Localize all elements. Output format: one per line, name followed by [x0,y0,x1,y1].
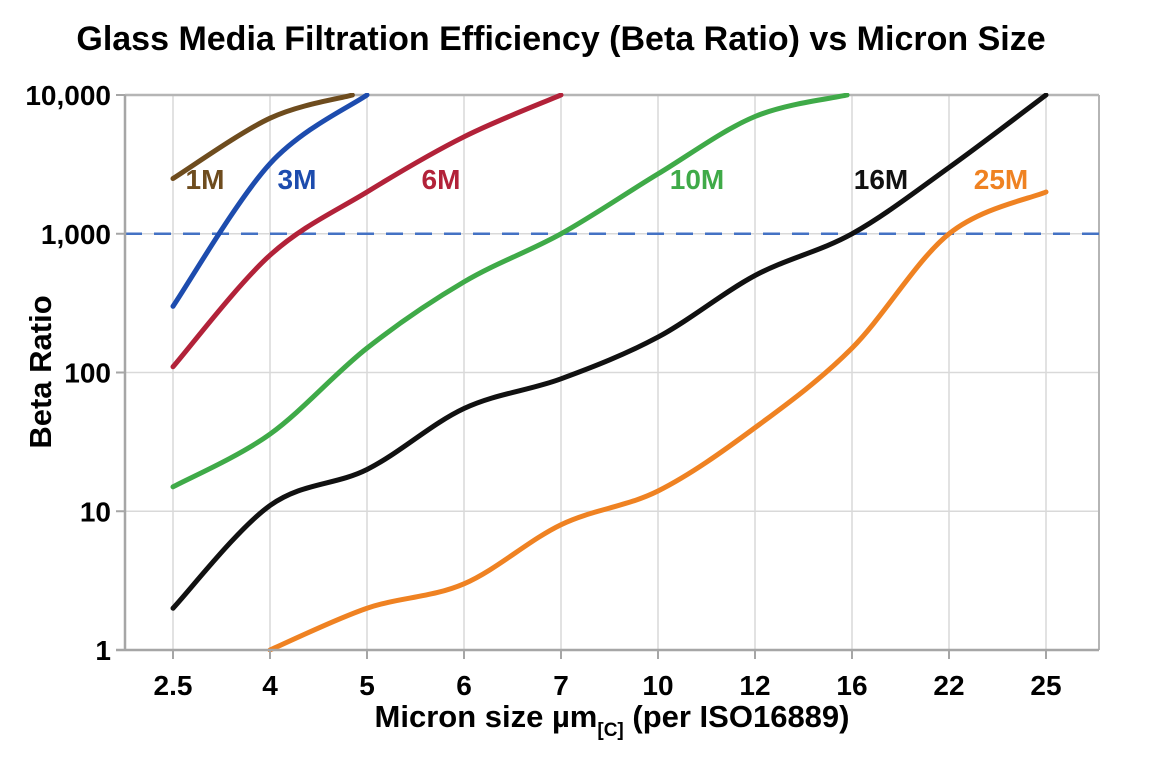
curve-10M [170,93,850,490]
x-axis-title: Micron size µm[C] (per ISO16889) [125,699,1099,741]
curve-16M [170,93,1049,611]
chart-title: Glass Media Filtration Efficiency (Beta … [76,20,1046,58]
x-tick-label: 10 [642,670,673,701]
curve-label-1M: 1M [186,164,225,195]
x-tick-label: 4 [262,670,278,701]
curve-25M [267,189,1049,652]
curve-label-16M: 16M [854,164,908,195]
x-tick-label: 2.5 [154,670,193,701]
y-tick-label: 10 [80,496,111,527]
curve-1M [170,93,355,182]
x-tick-label: 6 [456,670,472,701]
y-tick-label: 10,000 [25,80,111,111]
x-tick-label: 25 [1030,670,1061,701]
curve-label-3M: 3M [278,164,317,195]
x-axis-title-suffix: (per ISO16889) [623,699,850,734]
x-axis-title-main: Micron size µm [374,699,598,734]
curve-6M [170,93,564,370]
x-tick-label: 5 [359,670,375,701]
curve-label-10M: 10M [670,164,724,195]
curve-label-6M: 6M [422,164,461,195]
x-tick-label: 22 [933,670,964,701]
x-axis-title-subscript: [C] [597,720,624,741]
curve-3M [170,93,370,309]
x-tick-label: 7 [553,670,569,701]
y-tick-label: 100 [64,358,111,389]
y-tick-label: 1 [95,635,111,666]
y-axis-title: Beta Ratio [23,295,58,449]
x-tick-label: 16 [836,670,867,701]
y-tick-label: 1,000 [41,219,111,250]
x-tick-label: 12 [739,670,770,701]
curve-label-25M: 25M [974,164,1028,195]
